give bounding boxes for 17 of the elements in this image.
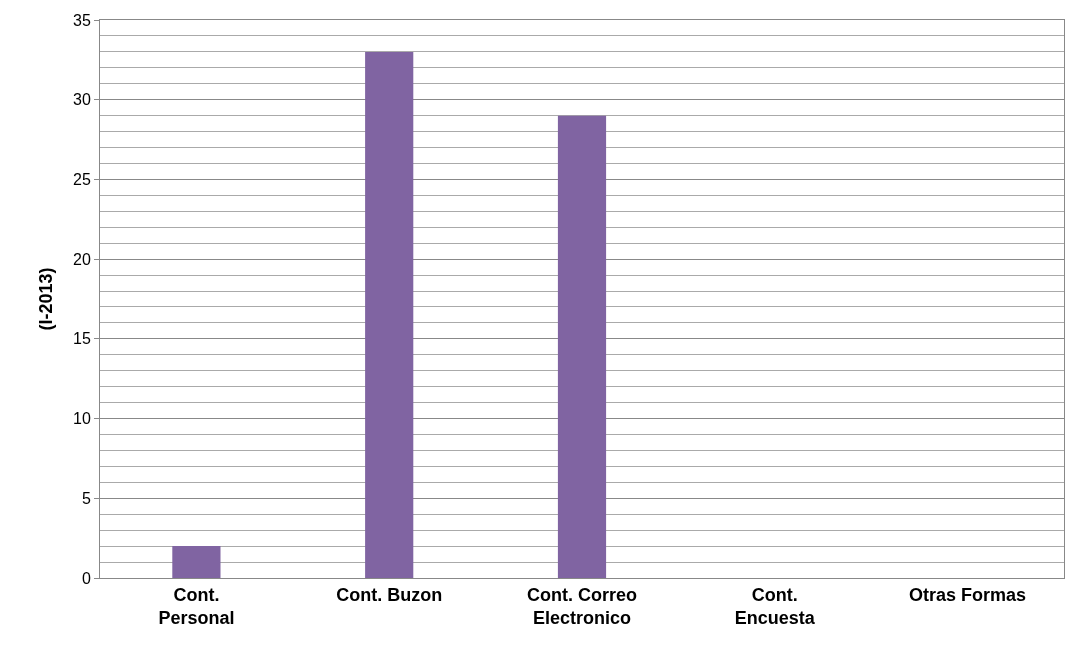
y-tick-label: 0 <box>81 569 91 587</box>
x-tick-label: Cont. Personal <box>158 584 235 628</box>
x-tick-label: Cont. Correo Electronico <box>527 584 637 628</box>
y-tick-label: 5 <box>81 489 91 507</box>
y-tick-label: 35 <box>73 11 91 29</box>
bar <box>365 51 414 578</box>
y-tick-label: 30 <box>73 91 91 109</box>
y-axis-title: (I-2013) <box>36 267 57 331</box>
x-tick-label: Cont. Buzon <box>336 584 443 605</box>
bar <box>172 546 221 578</box>
y-tick-label: 15 <box>73 330 91 348</box>
x-tick-label: Otras Formas <box>909 584 1027 605</box>
y-tick-label: 10 <box>73 410 91 428</box>
y-tick-label: 20 <box>73 250 91 268</box>
x-tick-label: Cont. Encuesta <box>734 584 816 628</box>
y-tick-label: 25 <box>73 171 91 189</box>
bar <box>557 115 607 578</box>
